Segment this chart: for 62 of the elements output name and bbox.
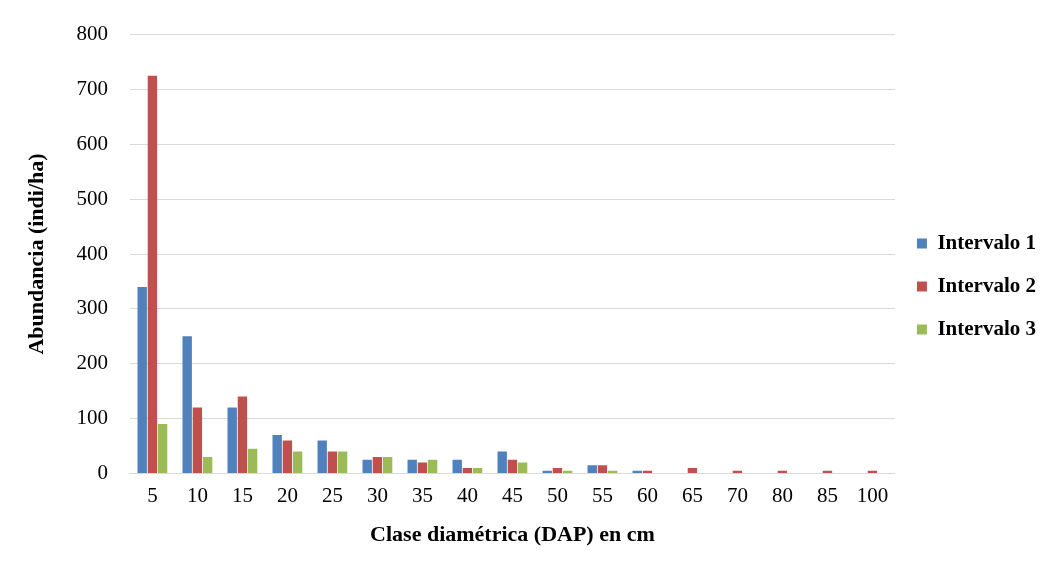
- bar: [202, 456, 213, 473]
- x-tick-label: 20: [276, 482, 298, 507]
- bar: [427, 459, 438, 473]
- x-tick-label: 35: [411, 482, 433, 507]
- x-tick-label: 60: [636, 482, 658, 507]
- x-tick-label: 85: [816, 482, 838, 507]
- bar: [587, 465, 597, 473]
- bar: [452, 459, 462, 473]
- x-tick-label: 55: [591, 482, 613, 507]
- y-tick-label: 100: [76, 405, 108, 430]
- bar: [292, 451, 303, 473]
- y-tick-label: 700: [76, 75, 108, 100]
- x-tick-label: 80: [771, 482, 793, 507]
- bar: [337, 451, 348, 473]
- x-tick-label: 100: [856, 482, 889, 507]
- x-tick-label: 65: [681, 482, 703, 507]
- bar: [227, 407, 237, 473]
- bar: [272, 435, 282, 473]
- bar: [137, 286, 147, 473]
- x-tick-label: 10: [186, 482, 208, 507]
- x-tick-label: 40: [456, 482, 478, 507]
- x-tick-label: 25: [321, 482, 343, 507]
- y-tick-label: 200: [76, 350, 108, 375]
- bar: [507, 459, 518, 473]
- bar: [597, 465, 608, 473]
- x-tick-label: 45: [501, 482, 523, 507]
- legend-label: Intervalo 2: [937, 272, 1037, 297]
- y-tick-label: 400: [76, 240, 108, 265]
- legend-label: Intervalo 1: [937, 229, 1037, 254]
- bar: [362, 459, 372, 473]
- x-axis-title: Clase diamétrica (DAP) en cm: [370, 521, 655, 547]
- y-axis-title: Abundancia (indi/ha): [22, 153, 48, 355]
- bar: [497, 451, 507, 473]
- bar: [317, 440, 327, 473]
- y-tick-label: 600: [76, 130, 108, 155]
- legend-label: Intervalo 3: [937, 315, 1037, 340]
- bar: [552, 467, 563, 473]
- bar: [147, 75, 158, 473]
- bar: [687, 467, 698, 473]
- bar: [407, 459, 417, 473]
- x-tick-label: 50: [546, 482, 568, 507]
- y-tick-label: 300: [76, 295, 108, 320]
- bar: [327, 451, 338, 473]
- bar: [417, 462, 428, 473]
- bar: [472, 467, 483, 473]
- bar: [157, 424, 168, 473]
- bar: [237, 396, 248, 473]
- y-tick-label: 500: [76, 185, 108, 210]
- bar: [462, 467, 473, 473]
- x-tick-label: 15: [231, 482, 253, 507]
- bar: [382, 456, 393, 473]
- x-tick-label: 30: [366, 482, 388, 507]
- bar: [192, 407, 203, 473]
- bar: [282, 440, 293, 473]
- y-tick-label: 0: [97, 459, 108, 484]
- bar: [517, 462, 528, 473]
- bar: [372, 456, 383, 473]
- bar: [182, 336, 192, 473]
- bar: [247, 448, 258, 473]
- y-tick-label: 800: [76, 21, 108, 46]
- x-tick-label: 5: [147, 482, 158, 507]
- x-tick-label: 70: [726, 482, 748, 507]
